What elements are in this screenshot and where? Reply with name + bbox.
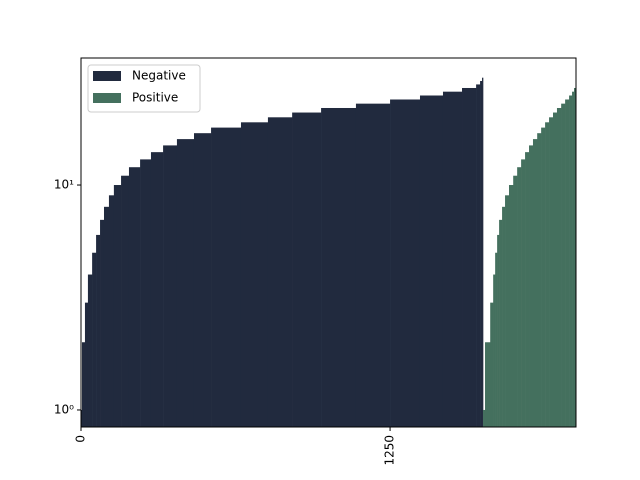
bar: [150, 152, 164, 427]
bar: [545, 122, 550, 428]
bar: [537, 133, 542, 427]
bar: [480, 81, 483, 428]
bar: [267, 117, 293, 427]
bar: [321, 107, 357, 427]
bar: [541, 127, 546, 427]
bar: [163, 145, 178, 427]
bar: [81, 342, 86, 427]
bar: [483, 409, 486, 427]
bar: [549, 117, 554, 427]
y-tick-label: 10⁰: [54, 402, 74, 416]
legend-label: Negative: [132, 69, 186, 83]
bar: [92, 252, 97, 427]
bar: [84, 302, 89, 427]
bar: [499, 219, 503, 427]
bar: [355, 103, 391, 428]
bar: [81, 409, 83, 427]
bar: [569, 95, 573, 427]
bar: [292, 112, 322, 427]
bar: [572, 91, 575, 428]
bar: [476, 84, 481, 427]
bar: [565, 99, 570, 427]
bar: [100, 219, 105, 427]
bar: [87, 274, 93, 427]
legend-label: Positive: [132, 91, 178, 105]
y-tick-label: 10¹: [54, 178, 74, 192]
bar: [128, 167, 141, 428]
bar: [121, 175, 130, 427]
bar: [113, 185, 122, 427]
bar: [508, 185, 514, 427]
bar: [553, 112, 558, 427]
bar: [193, 133, 212, 427]
bar: [140, 159, 152, 427]
bar: [108, 195, 115, 427]
legend: Negative Positive: [87, 64, 201, 113]
bar: [532, 139, 538, 427]
legend-swatch: [93, 93, 121, 103]
bar: [240, 122, 269, 428]
bar: [211, 127, 242, 427]
bar: [505, 195, 510, 427]
bar: [462, 87, 477, 427]
bar: [493, 274, 496, 427]
bar: [103, 206, 110, 427]
bar: [96, 234, 101, 427]
bar: [513, 175, 518, 427]
bar: [482, 77, 484, 428]
bar: [485, 342, 491, 427]
x-tick-label: 1250: [383, 435, 397, 466]
bar: [574, 87, 577, 427]
bar: [517, 167, 522, 428]
bar: [521, 159, 526, 427]
bar: [529, 145, 534, 427]
bar: [495, 252, 498, 427]
plot-frame: [80, 57, 577, 428]
bar: [442, 91, 463, 428]
bar: [497, 234, 500, 427]
bar: [502, 206, 506, 427]
bar: [390, 99, 421, 427]
x-tick-label: 0: [74, 435, 88, 443]
bar: [525, 152, 530, 427]
bar: [561, 103, 566, 428]
bar: [556, 107, 562, 427]
bar: [419, 95, 444, 427]
legend-swatch: [93, 71, 121, 81]
bar: [176, 139, 195, 427]
bar: [490, 302, 494, 427]
